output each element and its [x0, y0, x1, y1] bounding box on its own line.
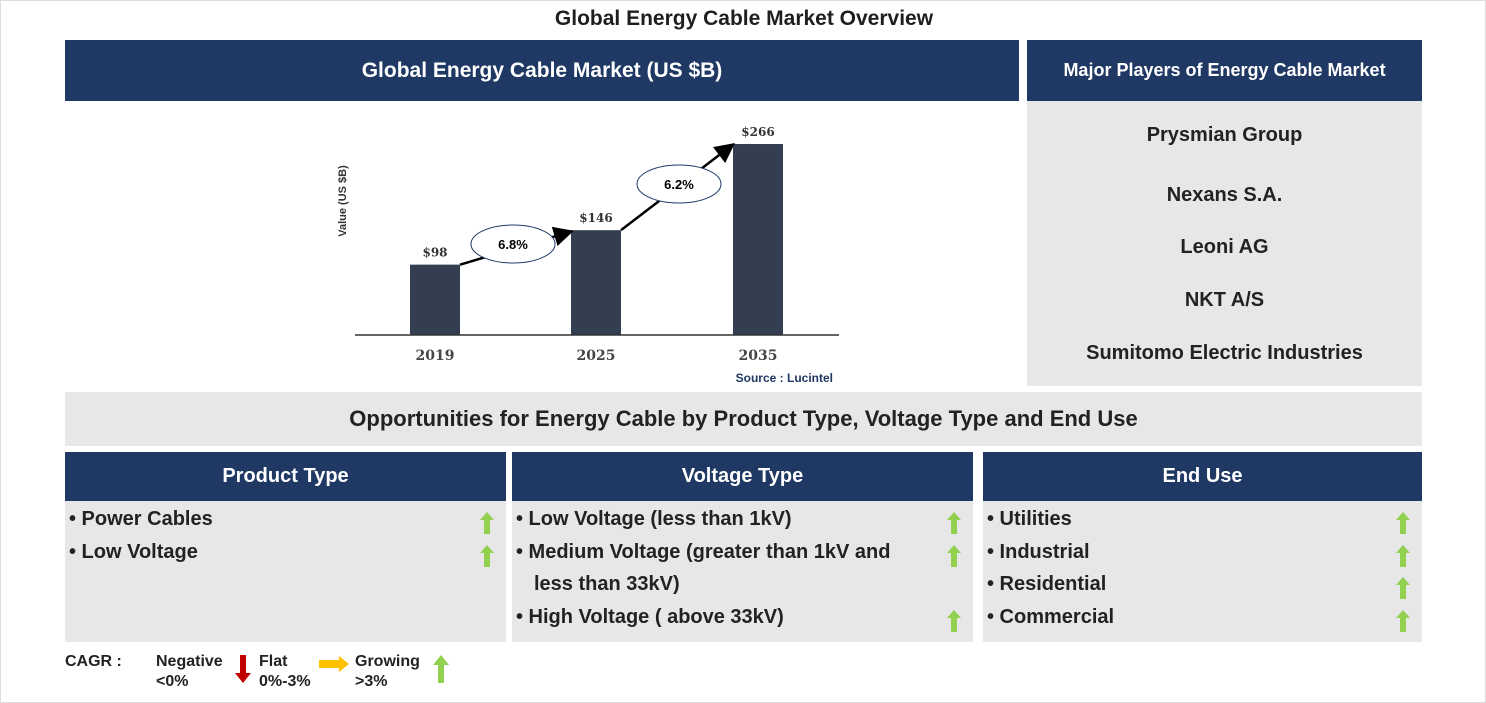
arrow-up-icon — [947, 544, 961, 567]
bar-2025 — [571, 230, 621, 335]
legend-negative: Negative <0% — [156, 652, 223, 692]
arrow-up-icon — [1396, 609, 1410, 632]
market-chart: $98 2019 $146 2025 $266 2035 Value (US $B) So… — [337, 125, 839, 385]
segment-item: • Medium Voltage (greater than 1kV and — [516, 540, 891, 563]
segment-item: • Commercial — [987, 605, 1115, 628]
bar-2019 — [410, 264, 460, 335]
cagr-bubble — [470, 224, 556, 264]
legend-growing: Growing >3% — [355, 652, 420, 692]
cagr-bubble — [636, 164, 722, 204]
legend-negative-label: Negative — [156, 653, 223, 670]
arrow-down-icon — [235, 655, 251, 683]
source-label: Source : Lucintel — [736, 371, 833, 385]
data-label: $98 — [422, 246, 447, 260]
x-tick-label: 2035 — [739, 348, 778, 364]
segment-item: • High Voltage ( above 33kV) — [516, 605, 784, 628]
market-panel-header: Global Energy Cable Market (US $B) — [65, 40, 1019, 101]
arrow-up-icon — [433, 655, 449, 683]
arrow-up-icon — [480, 544, 494, 567]
segment-item: • Low Voltage (less than 1kV) — [516, 508, 792, 530]
data-label: $146 — [579, 211, 612, 225]
segment-item: • Power Cables — [69, 508, 213, 530]
players-list: Prysmian Group Nexans S.A. Leoni AG NKT … — [1027, 101, 1422, 386]
x-tick-label: 2019 — [416, 348, 455, 364]
legend-growing-range: >3% — [355, 673, 388, 690]
segment-header: End Use — [983, 452, 1422, 501]
player-item: Leoni AG — [1180, 236, 1269, 258]
segment-body: • Power Cables • Low Voltage — [65, 501, 506, 642]
player-item: Sumitomo Electric Industries — [1086, 342, 1363, 364]
legend-label: CAGR : — [65, 653, 122, 670]
arrow-up-icon — [1396, 577, 1410, 599]
segment-item: • Industrial — [987, 540, 1090, 563]
arrow-up-icon — [1396, 544, 1410, 567]
legend-flat-label: Flat — [259, 653, 288, 670]
legend-growing-label: Growing — [355, 653, 420, 670]
bar-2035 — [733, 144, 783, 335]
arrow-right-icon — [319, 656, 349, 672]
segment-item: less than 33kV) — [534, 573, 680, 595]
arrow-up-icon — [1396, 512, 1410, 534]
arrow-up-icon — [947, 609, 961, 632]
cagr-label: 6.2% — [664, 177, 694, 192]
segment-item: • Residential — [987, 573, 1107, 595]
player-item: Nexans S.A. — [1166, 184, 1283, 206]
arrow-up-icon — [947, 512, 961, 534]
cagr-label: 6.8% — [498, 237, 528, 252]
segment-item: • Low Voltage — [69, 540, 198, 563]
segment-body: • Low Voltage (less than 1kV) • Medium Vo… — [512, 501, 973, 642]
legend-negative-range: <0% — [156, 673, 189, 690]
arrow-up-icon — [480, 512, 494, 534]
segment-header: Product Type — [65, 452, 506, 501]
player-item: NKT A/S — [1184, 289, 1265, 311]
legend-flat: Flat 0%-3% — [259, 652, 311, 692]
segment-header: Voltage Type — [512, 452, 973, 501]
data-label: $266 — [741, 125, 774, 139]
players-header: Major Players of Energy Cable Market — [1027, 40, 1422, 101]
page-title: Global Energy Cable Market Overview — [554, 7, 934, 30]
segment-body: • Utilities • Industrial • Residential • Co… — [983, 501, 1422, 642]
x-tick-label: 2025 — [577, 348, 616, 364]
legend-flat-range: 0%-3% — [259, 673, 311, 690]
opportunities-title: Opportunities for Energy Cable by Produc… — [65, 392, 1422, 446]
segment-item: • Utilities — [987, 508, 1072, 530]
player-item: Prysmian Group — [1146, 124, 1303, 146]
y-axis-label: Value (US $B) — [337, 165, 349, 237]
